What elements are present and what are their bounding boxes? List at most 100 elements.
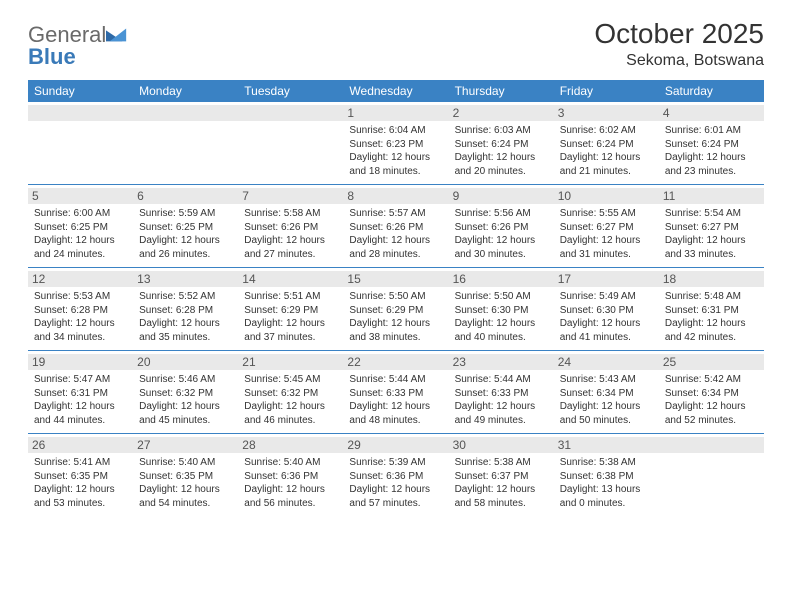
day-body: Sunrise: 5:50 AMSunset: 6:30 PMDaylight:… <box>455 290 548 344</box>
day-number: 15 <box>343 271 448 287</box>
daylight-line2: and 44 minutes. <box>34 414 127 428</box>
daylight-line2: and 27 minutes. <box>244 248 337 262</box>
dow-header-cell: Monday <box>133 80 238 102</box>
sunrise-text: Sunrise: 6:02 AM <box>560 124 653 138</box>
sunrise-text: Sunrise: 6:04 AM <box>349 124 442 138</box>
daylight-line2: and 45 minutes. <box>139 414 232 428</box>
sunset-text: Sunset: 6:38 PM <box>560 470 653 484</box>
sunrise-text: Sunrise: 5:47 AM <box>34 373 127 387</box>
daylight-line2: and 48 minutes. <box>349 414 442 428</box>
dow-header-cell: Wednesday <box>343 80 448 102</box>
daylight-line1: Daylight: 12 hours <box>455 234 548 248</box>
daylight-line1: Daylight: 12 hours <box>665 234 758 248</box>
calendar-day: 17Sunrise: 5:49 AMSunset: 6:30 PMDayligh… <box>554 268 659 350</box>
calendar-day: 15Sunrise: 5:50 AMSunset: 6:29 PMDayligh… <box>343 268 448 350</box>
day-number: 1 <box>343 105 448 121</box>
sunset-text: Sunset: 6:26 PM <box>349 221 442 235</box>
day-body: Sunrise: 5:40 AMSunset: 6:35 PMDaylight:… <box>139 456 232 510</box>
day-number: 23 <box>449 354 554 370</box>
sunset-text: Sunset: 6:29 PM <box>349 304 442 318</box>
daylight-line2: and 34 minutes. <box>34 331 127 345</box>
sunrise-text: Sunrise: 5:59 AM <box>139 207 232 221</box>
sunrise-text: Sunrise: 5:53 AM <box>34 290 127 304</box>
dow-header-cell: Tuesday <box>238 80 343 102</box>
daylight-line2: and 46 minutes. <box>244 414 337 428</box>
daylight-line1: Daylight: 12 hours <box>349 400 442 414</box>
daylight-line1: Daylight: 12 hours <box>560 234 653 248</box>
day-body: Sunrise: 6:03 AMSunset: 6:24 PMDaylight:… <box>455 124 548 178</box>
calendar-day: 31 Sunrise: 5:38 AMSunset: 6:38 PMDayligh… <box>554 434 659 516</box>
day-number: 30 <box>449 437 554 453</box>
day-number: 28 <box>238 437 343 453</box>
daylight-line1: Daylight: 12 hours <box>139 483 232 497</box>
day-number: 13 <box>133 271 238 287</box>
day-body: Sunrise: 5:54 AMSunset: 6:27 PMDaylight:… <box>665 207 758 261</box>
daylight-line1: Daylight: 12 hours <box>139 234 232 248</box>
calendar-week: 5Sunrise: 6:00 AMSunset: 6:25 PMDaylight… <box>28 185 764 268</box>
day-number: 9 <box>449 188 554 204</box>
calendar-day: 23 Sunrise: 5:44 AMSunset: 6:33 PMDayligh… <box>449 351 554 433</box>
day-number: 11 <box>659 188 764 204</box>
day-body: Sunrise: 5:59 AMSunset: 6:25 PMDaylight:… <box>139 207 232 261</box>
daylight-line1: Daylight: 12 hours <box>455 400 548 414</box>
day-number <box>659 437 764 453</box>
daylight-line1: Daylight: 12 hours <box>244 234 337 248</box>
sunrise-text: Sunrise: 5:41 AM <box>34 456 127 470</box>
day-number: 16 <box>449 271 554 287</box>
sunset-text: Sunset: 6:24 PM <box>560 138 653 152</box>
sunset-text: Sunset: 6:27 PM <box>560 221 653 235</box>
sunset-text: Sunset: 6:32 PM <box>244 387 337 401</box>
calendar-day: 13Sunrise: 5:52 AMSunset: 6:28 PMDayligh… <box>133 268 238 350</box>
day-body: Sunrise: 5:57 AMSunset: 6:26 PMDaylight:… <box>349 207 442 261</box>
sunset-text: Sunset: 6:35 PM <box>139 470 232 484</box>
calendar-body: 1Sunrise: 6:04 AMSunset: 6:23 PMDaylight… <box>28 102 764 516</box>
calendar-day: 2Sunrise: 6:03 AMSunset: 6:24 PMDaylight… <box>449 102 554 184</box>
daylight-line2: and 20 minutes. <box>455 165 548 179</box>
daylight-line1: Daylight: 12 hours <box>34 483 127 497</box>
sunset-text: Sunset: 6:29 PM <box>244 304 337 318</box>
sunset-text: Sunset: 6:26 PM <box>244 221 337 235</box>
daylight-line2: and 56 minutes. <box>244 497 337 511</box>
day-body: Sunrise: 5:39 AMSunset: 6:36 PMDaylight:… <box>349 456 442 510</box>
day-body: Sunrise: 5:45 AMSunset: 6:32 PMDaylight:… <box>244 373 337 427</box>
page-title: October 2025 <box>594 18 764 50</box>
day-number: 26 <box>28 437 133 453</box>
calendar-day <box>133 102 238 184</box>
sunrise-text: Sunrise: 5:48 AM <box>665 290 758 304</box>
sunset-text: Sunset: 6:33 PM <box>349 387 442 401</box>
sunset-text: Sunset: 6:34 PM <box>560 387 653 401</box>
sunset-text: Sunset: 6:25 PM <box>34 221 127 235</box>
day-body: Sunrise: 6:01 AMSunset: 6:24 PMDaylight:… <box>665 124 758 178</box>
day-body: Sunrise: 5:48 AMSunset: 6:31 PMDaylight:… <box>665 290 758 344</box>
sunrise-text: Sunrise: 5:44 AM <box>349 373 442 387</box>
calendar-week: 19Sunrise: 5:47 AMSunset: 6:31 PMDayligh… <box>28 351 764 434</box>
sunrise-text: Sunrise: 5:58 AM <box>244 207 337 221</box>
day-body: Sunrise: 5:49 AMSunset: 6:30 PMDaylight:… <box>560 290 653 344</box>
sunrise-text: Sunrise: 5:50 AM <box>349 290 442 304</box>
daylight-line2: and 24 minutes. <box>34 248 127 262</box>
calendar-day: 26 Sunrise: 5:41 AMSunset: 6:35 PMDayligh… <box>28 434 133 516</box>
sunset-text: Sunset: 6:35 PM <box>34 470 127 484</box>
day-number: 22 <box>343 354 448 370</box>
sunrise-text: Sunrise: 5:38 AM <box>455 456 548 470</box>
daylight-line2: and 49 minutes. <box>455 414 548 428</box>
day-body: Sunrise: 5:44 AMSunset: 6:33 PMDaylight:… <box>455 373 548 427</box>
sunrise-text: Sunrise: 5:51 AM <box>244 290 337 304</box>
daylight-line1: Daylight: 12 hours <box>665 317 758 331</box>
daylight-line1: Daylight: 12 hours <box>349 151 442 165</box>
day-body: Sunrise: 5:53 AMSunset: 6:28 PMDaylight:… <box>34 290 127 344</box>
logo-word2: Blue <box>28 44 76 69</box>
day-number: 31 <box>554 437 659 453</box>
calendar-week: 26Sunrise: 5:41 AMSunset: 6:35 PMDayligh… <box>28 434 764 516</box>
title-block: October 2025 Sekoma, Botswana <box>594 18 764 70</box>
sunrise-text: Sunrise: 5:38 AM <box>560 456 653 470</box>
daylight-line2: and 23 minutes. <box>665 165 758 179</box>
sunset-text: Sunset: 6:28 PM <box>34 304 127 318</box>
daylight-line2: and 53 minutes. <box>34 497 127 511</box>
calendar-day: 25Sunrise: 5:42 AMSunset: 6:34 PMDayligh… <box>659 351 764 433</box>
sunset-text: Sunset: 6:32 PM <box>139 387 232 401</box>
daylight-line1: Daylight: 12 hours <box>455 317 548 331</box>
day-number: 21 <box>238 354 343 370</box>
day-number: 5 <box>28 188 133 204</box>
daylight-line1: Daylight: 13 hours <box>560 483 653 497</box>
